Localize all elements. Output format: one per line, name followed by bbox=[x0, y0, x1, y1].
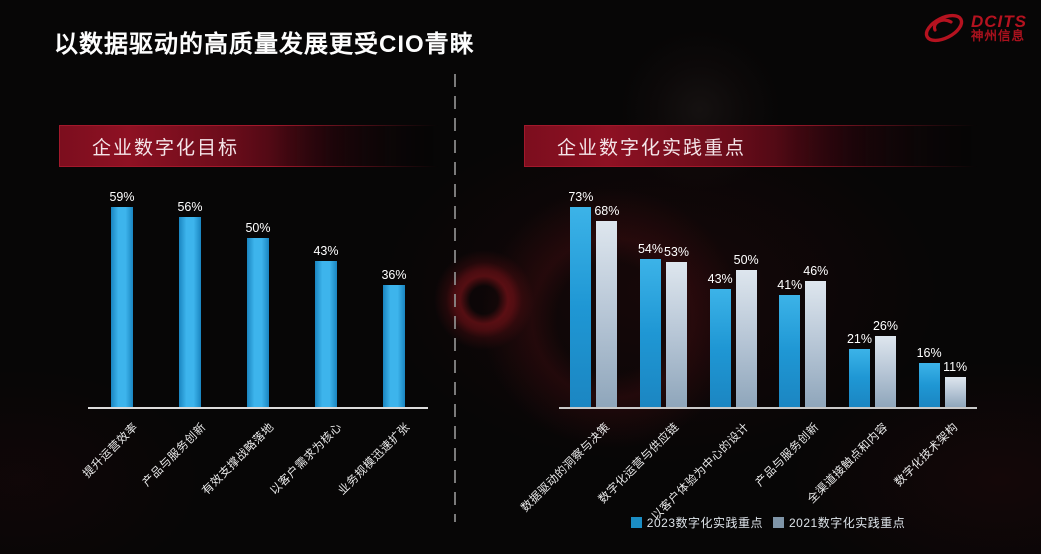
brand-company-name: 神州信息 bbox=[971, 29, 1026, 44]
bar: 21% bbox=[847, 332, 872, 407]
bar: 11% bbox=[943, 360, 967, 407]
bar-value-label: 43% bbox=[707, 272, 733, 287]
legend-label-2023: 2023数字化实践重点 bbox=[646, 516, 763, 530]
bar-value-label: 50% bbox=[245, 220, 271, 235]
bar-value-label: 53% bbox=[663, 244, 689, 259]
bar-group: 56% 产品与服务创新 bbox=[141, 200, 209, 489]
right-chart-title-banner: 企业数字化实践重点 bbox=[524, 125, 982, 167]
brand-logo: DCITS 神州信息 bbox=[921, 10, 1027, 46]
right-chart-title: 企业数字化实践重点 bbox=[557, 137, 747, 159]
brand-text: DCITS 神州信息 bbox=[971, 11, 1027, 44]
bar-value-label: 68% bbox=[594, 203, 620, 218]
brand-name: DCITS bbox=[971, 11, 1027, 31]
bar: 43% bbox=[313, 244, 339, 407]
left-chart-title-banner: 企业数字化目标 bbox=[59, 125, 442, 167]
slide-title: 以数据驱动的高质量发展更受CIO青睐 bbox=[54, 31, 475, 59]
legend-label-2021: 2021数字化实践重点 bbox=[789, 516, 906, 530]
bar-value-label: 56% bbox=[177, 200, 203, 215]
bar-value-label: 36% bbox=[381, 267, 407, 282]
bar: 26% bbox=[873, 319, 898, 407]
bar-group: 21% 26% 全渠道接触点和内容 bbox=[806, 207, 898, 506]
bar: 46% bbox=[803, 264, 828, 407]
bar: 68% bbox=[594, 204, 619, 407]
bar-value-label: 26% bbox=[872, 318, 898, 333]
section-divider bbox=[454, 74, 456, 522]
bar-value-label: 21% bbox=[846, 332, 872, 347]
bar: 41% bbox=[777, 278, 802, 407]
right-bar-chart-plot: 73% 68% 数据驱动的洞察与决策 54% 53% 数字化运营与供应链 43% 50% 以客户… bbox=[519, 190, 977, 523]
bar: 56% bbox=[177, 200, 203, 407]
legend-swatch-2023 bbox=[630, 517, 642, 528]
brand-swirl-icon bbox=[924, 13, 964, 43]
bar: 50% bbox=[734, 253, 759, 407]
bar-value-label: 46% bbox=[803, 263, 829, 278]
bar-value-label: 54% bbox=[637, 242, 663, 257]
bar-group: 50% 有效支撑战略落地 bbox=[200, 207, 276, 498]
bar: 59% bbox=[109, 190, 135, 407]
bar: 54% bbox=[638, 242, 663, 407]
chart-legend: 2023数字化实践重点 2021数字化实践重点 bbox=[559, 514, 977, 531]
bar-group: 16% 11% 数字化技术架构 bbox=[893, 207, 967, 489]
bar-group: 73% 68% 数据驱动的洞察与决策 bbox=[519, 190, 619, 514]
bar-value-label: 43% bbox=[313, 244, 339, 259]
bar-value-label: 11% bbox=[943, 359, 968, 374]
bar-group: 41% 46% 产品与服务创新 bbox=[754, 207, 829, 489]
bar-value-label: 73% bbox=[568, 190, 594, 204]
bar: 73% bbox=[568, 190, 593, 407]
legend-swatch-2021 bbox=[773, 517, 784, 528]
bar: 43% bbox=[708, 272, 733, 407]
bar-group: 36% 业务规模迅速扩张 bbox=[336, 207, 412, 498]
bar: 50% bbox=[245, 221, 271, 407]
bar-group: 54% 53% 数字化运营与供应链 bbox=[597, 207, 689, 506]
left-bar-chart-plot: 59% 提升运营效率 56% 产品与服务创新 50% 有效支撑战略落地 43% 以客户需求为核… bbox=[81, 190, 428, 498]
bar-group: 59% 提升运营效率 bbox=[81, 190, 140, 481]
bar-group: 43% 50% 以客户体验为中心的设计 bbox=[650, 207, 759, 523]
bar: 36% bbox=[381, 268, 407, 407]
bar-value-label: 50% bbox=[733, 253, 759, 268]
legend-item: 2023数字化实践重点 bbox=[630, 514, 763, 531]
bar-value-label: 16% bbox=[916, 346, 942, 361]
bar: 16% bbox=[917, 346, 942, 407]
bar-group: 43% 以客户需求为核心 bbox=[268, 207, 344, 497]
bar-value-label: 41% bbox=[777, 277, 803, 292]
left-chart-title: 企业数字化目标 bbox=[92, 137, 240, 159]
bar: 53% bbox=[664, 245, 689, 407]
bar-value-label: 59% bbox=[109, 190, 135, 204]
legend-item: 2021数字化实践重点 bbox=[773, 514, 905, 531]
